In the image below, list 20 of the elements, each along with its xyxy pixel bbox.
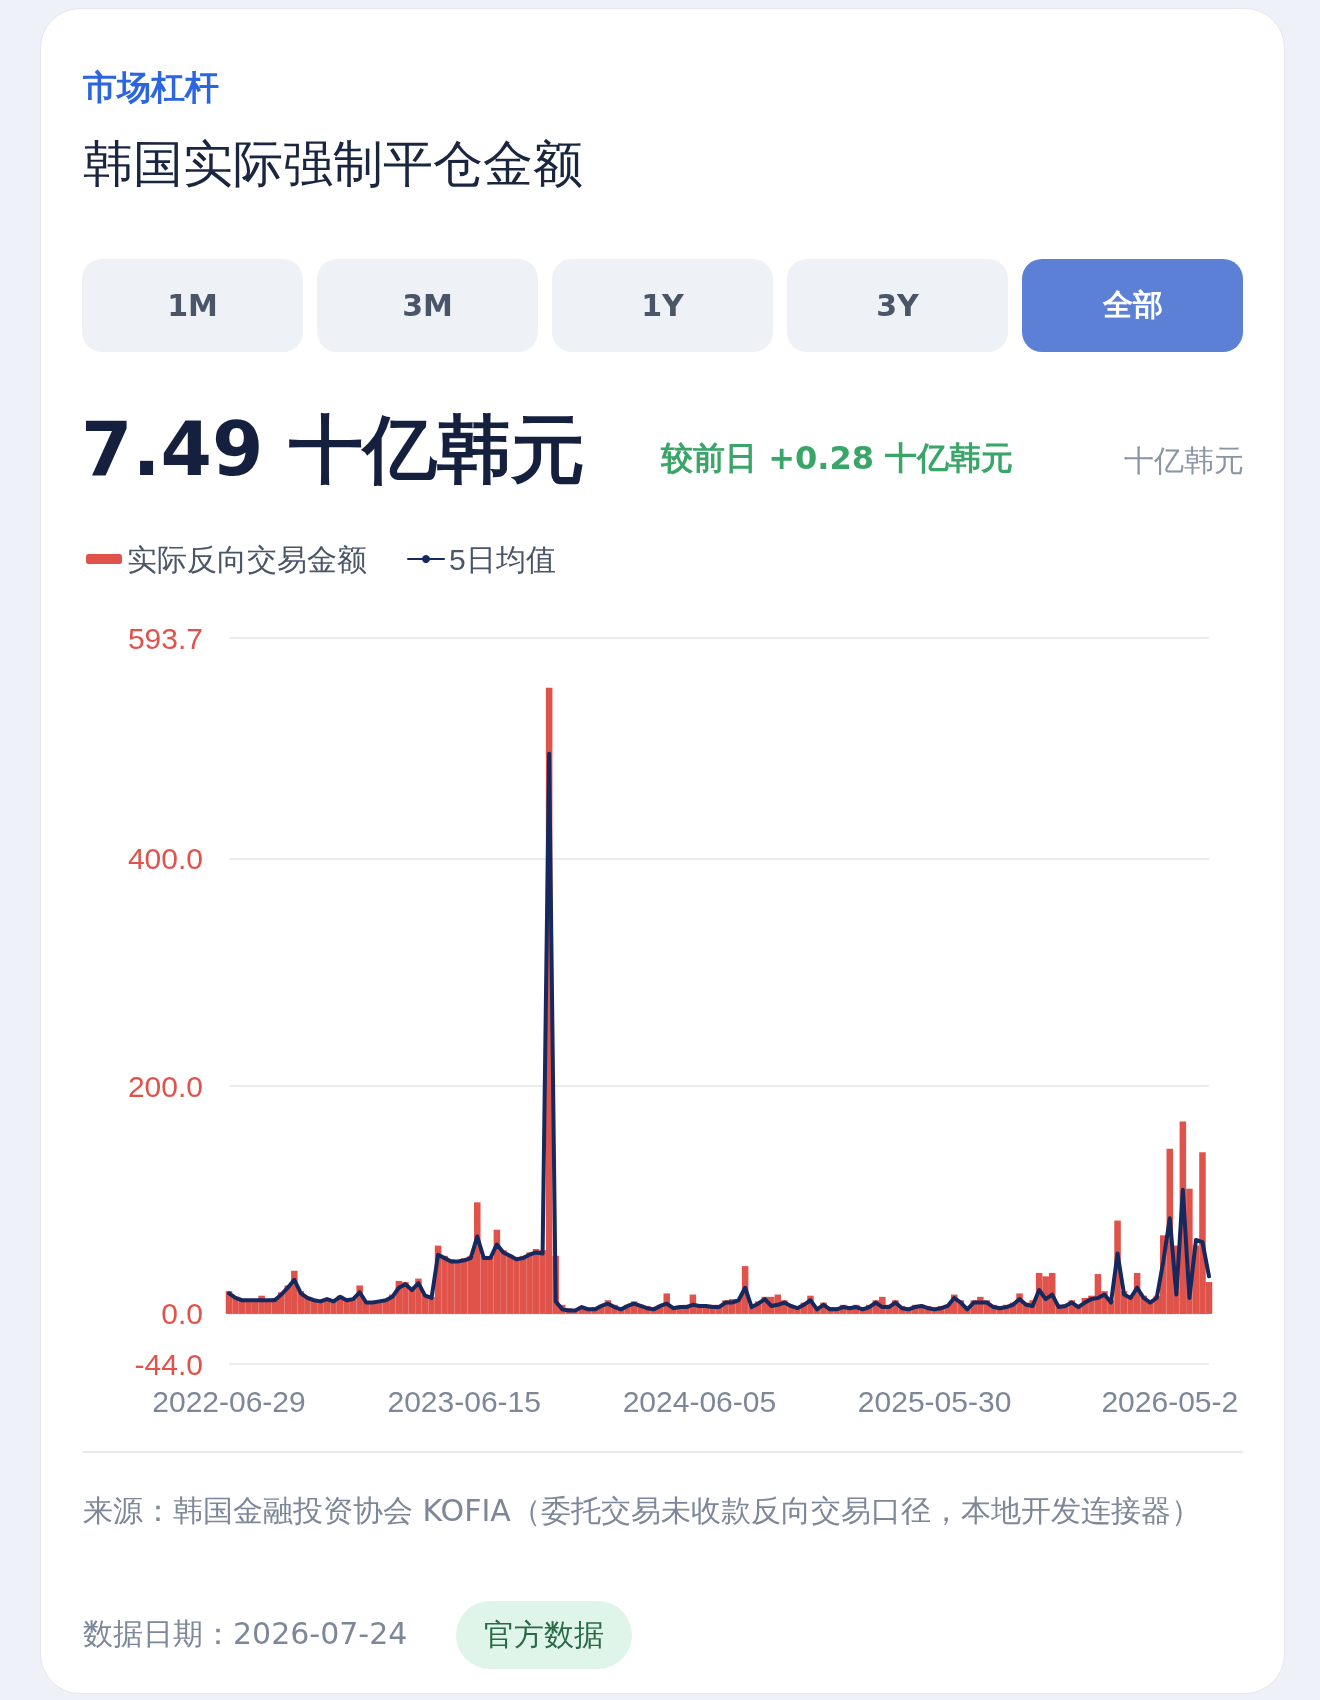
text: 7.49 十亿韩元 [81, 405, 586, 494]
x-tick-label: 2024-06-05 [622, 1384, 777, 1418]
x-tick-label: 2022-06-29 [152, 1384, 306, 1418]
x-tick-label: 2026-05-2 [1101, 1384, 1239, 1418]
text: 数据日期：2026-07-24 [83, 1615, 408, 1653]
y-tick-label: 593.7 [127, 621, 203, 655]
chart-title: 韩国实际强制平仓金额 [83, 134, 583, 195]
y-tick-label: 200.0 [127, 1069, 203, 1103]
y-tick-label: 0.0 [161, 1297, 203, 1331]
source-note: 来源：韩国金融投资协会 KOFIA（委托交易未收款反向交易口径，本地开发连接器） [83, 1492, 1202, 1530]
chart-subtitle: 市场杠杆 [83, 66, 219, 109]
badge: 官方数据 [456, 1601, 632, 1669]
y-axis-title: 十亿韩元 [1124, 442, 1244, 480]
text: 较前日 +0.28 十亿韩元 [661, 438, 1014, 479]
x-tick-label: 2025-05-30 [857, 1384, 1012, 1418]
legend-label: 5日均值 [449, 542, 556, 576]
x-tick-label: 2023-06-15 [387, 1384, 541, 1418]
y-tick-label: -44.0 [134, 1347, 203, 1381]
y-tick-label: 400.0 [127, 842, 203, 876]
legend-label: 实际反向交易金额 [127, 542, 367, 576]
